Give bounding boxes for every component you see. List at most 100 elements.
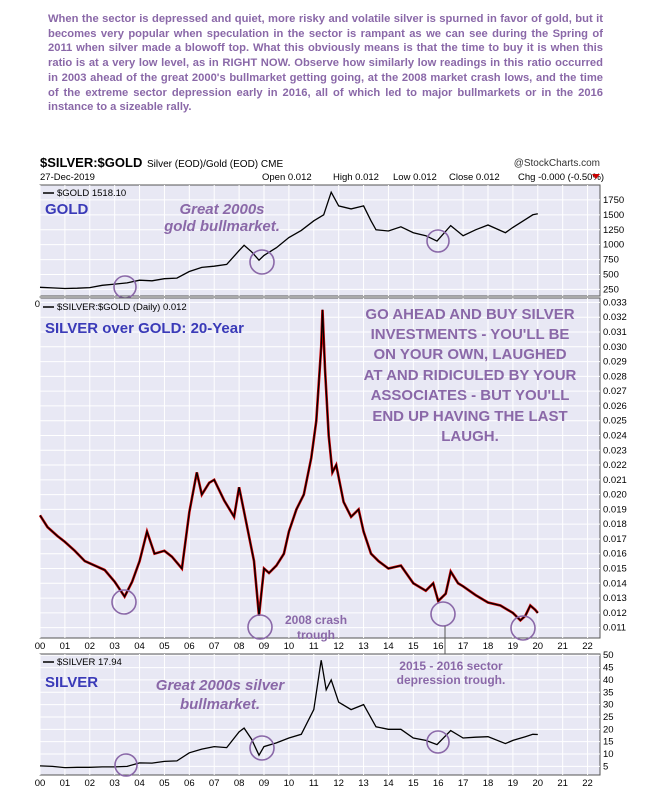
- silver-y-tick-label: 30: [603, 700, 614, 711]
- silver-annotation: Great 2000s silver: [156, 677, 286, 694]
- ratio-y-tick-label: 0.029: [603, 357, 627, 368]
- ratio-annotation: AT AND RIDICULED BY YOUR: [364, 367, 577, 384]
- ratio-y-tick-label: 0.023: [603, 445, 627, 456]
- ratio-x-tick-label: 05: [159, 641, 170, 652]
- ratio-x-tick-label: 08: [234, 641, 245, 652]
- ratio-y-tick-label: 0.019: [603, 504, 627, 515]
- gold-annotation: gold bullmarket.: [163, 218, 280, 235]
- ratio-y-tick-label: 0.030: [603, 342, 627, 353]
- ratio-annotation: INVESTMENTS - YOU'LL BE: [371, 326, 570, 343]
- ratio-panel-label: SILVER over GOLD: 20-Year: [45, 320, 244, 337]
- ratio-x-tick-label: 00: [35, 641, 46, 652]
- gold-y-tick-label: 1000: [603, 240, 624, 251]
- silver-y-tick-label: 35: [603, 687, 614, 698]
- stat-high: High 0.012: [333, 172, 379, 183]
- ratio-x-tick-label: 16: [433, 641, 444, 652]
- silver-x-tick-label: 04: [134, 778, 145, 789]
- silver-y-tick-label: 45: [603, 663, 614, 674]
- ratio-x-tick-label: 20: [532, 641, 543, 652]
- ratio-y-tick-label: 0.021: [603, 475, 627, 486]
- silver-panel-label: SILVER: [45, 674, 98, 691]
- ratio-y-tick-label: 0.032: [603, 312, 627, 323]
- stat-low: Low 0.012: [393, 172, 437, 183]
- ratio-y-tick-label: 0.031: [603, 327, 627, 338]
- ratio-x-tick-label: 06: [184, 641, 195, 652]
- gold-trough-circle: [249, 249, 275, 275]
- silver-x-tick-label: 14: [383, 778, 394, 789]
- ratio-y-tick-label: 0.026: [603, 401, 627, 412]
- ratio-x-tick-label: 01: [60, 641, 71, 652]
- chg-down-icon: [592, 174, 600, 179]
- ratio-y-tick-label: 0.013: [603, 593, 627, 604]
- chart-source: @StockCharts.com: [514, 158, 600, 169]
- gold-y-tick-label: 750: [603, 255, 619, 266]
- gold-y-tick-label: 250: [603, 284, 619, 295]
- silver-x-tick-label: 02: [84, 778, 95, 789]
- ratio-y-tick-label: 0.016: [603, 549, 627, 560]
- silver-legend-label: $SILVER 17.94: [57, 657, 122, 668]
- gold-y-tick-label: 500: [603, 270, 619, 281]
- silver-y-tick-label: 50: [603, 650, 614, 661]
- ratio-trough-circle: [247, 614, 273, 640]
- silver-x-tick-label: 12: [333, 778, 344, 789]
- silver-x-tick-label: 22: [582, 778, 593, 789]
- silver-y-tick-label: 15: [603, 737, 614, 748]
- ratio-x-tick-label: 14: [383, 641, 394, 652]
- silver-x-tick-label: 09: [259, 778, 270, 789]
- silver-x-tick-label: 13: [358, 778, 369, 789]
- stat-open: Open 0.012: [262, 172, 312, 183]
- gold-panel-label: GOLD: [45, 201, 88, 218]
- silver-x-tick-label: 00: [35, 778, 46, 789]
- silver-y-tick-label: 20: [603, 724, 614, 735]
- ratio-x-tick-label: 02: [84, 641, 95, 652]
- silver-x-tick-label: 20: [532, 778, 543, 789]
- ratio-y-tick-label: 0.018: [603, 519, 627, 530]
- gold-y-tick-label: 1500: [603, 210, 624, 221]
- silver-y-tick-label: 40: [603, 675, 614, 686]
- ratio-trough-circle: [430, 601, 456, 627]
- ratio-y-tick-label: 0.033: [603, 297, 627, 308]
- silver-annotation: 2015 - 2016 sector: [399, 659, 503, 673]
- ratio-x-tick-label: 13: [358, 641, 369, 652]
- silver-x-tick-label: 03: [109, 778, 120, 789]
- ratio-x-tick-label: 19: [508, 641, 519, 652]
- ratio-legend-label: $SILVER:$GOLD (Daily) 0.012: [57, 302, 187, 313]
- ratio-y-tick-label: 0.014: [603, 578, 627, 589]
- ratio-x-tick-label: 07: [209, 641, 220, 652]
- silver-x-tick-label: 15: [408, 778, 419, 789]
- ratio-y-tick-label: 0.012: [603, 608, 627, 619]
- silver-trough-circle: [249, 735, 275, 761]
- ratio-x-tick-label: 04: [134, 641, 145, 652]
- ratio-annotation: ON YOUR OWN, LAUGHED: [373, 346, 566, 363]
- gold-plot-area: [39, 184, 601, 297]
- silver-x-tick-label: 01: [60, 778, 71, 789]
- silver-x-tick-label: 08: [234, 778, 245, 789]
- silver-trough-circle: [426, 730, 450, 754]
- ratio-x-tick-label: 21: [557, 641, 568, 652]
- gold-trough-circle: [426, 229, 450, 253]
- ratio-annotation: 2008 crash: [285, 613, 347, 627]
- ratio-trough-circle: [111, 589, 137, 615]
- ratio-x-tick-label: 09: [259, 641, 270, 652]
- silver-x-tick-label: 16: [433, 778, 444, 789]
- chart-date: 27-Dec-2019: [40, 172, 95, 183]
- silver-y-tick-label: 10: [603, 749, 614, 760]
- ratio-x-tick-label: 10: [284, 641, 295, 652]
- silver-x-tick-label: 11: [309, 778, 319, 789]
- gold-annotation: Great 2000s: [179, 201, 264, 218]
- ratio-y-tick-label: 0.024: [603, 430, 627, 441]
- silver-y-tick-label: 5: [603, 761, 608, 772]
- ratio-x-tick-label: 17: [458, 641, 469, 652]
- silver-x-tick-label: 07: [209, 778, 220, 789]
- ratio-y-tick-label: 0.027: [603, 386, 627, 397]
- ratio-annotation: END UP HAVING THE LAST: [372, 408, 567, 425]
- gold-series-line: [39, 190, 538, 290]
- gold-legend-label: $GOLD 1518.10: [57, 188, 126, 199]
- stat-chg: Chg -0.000 (-0.50%): [518, 172, 604, 183]
- ratio-y-tick-label: 0.011: [603, 623, 626, 634]
- silver-x-tick-label: 18: [483, 778, 494, 789]
- ratio-series-line: [39, 309, 539, 622]
- chart-symbol: $SILVER:$GOLD: [40, 155, 142, 170]
- silver-trough-circle: [114, 753, 138, 777]
